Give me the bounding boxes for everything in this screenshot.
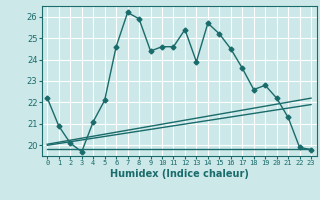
X-axis label: Humidex (Indice chaleur): Humidex (Indice chaleur) <box>110 169 249 179</box>
